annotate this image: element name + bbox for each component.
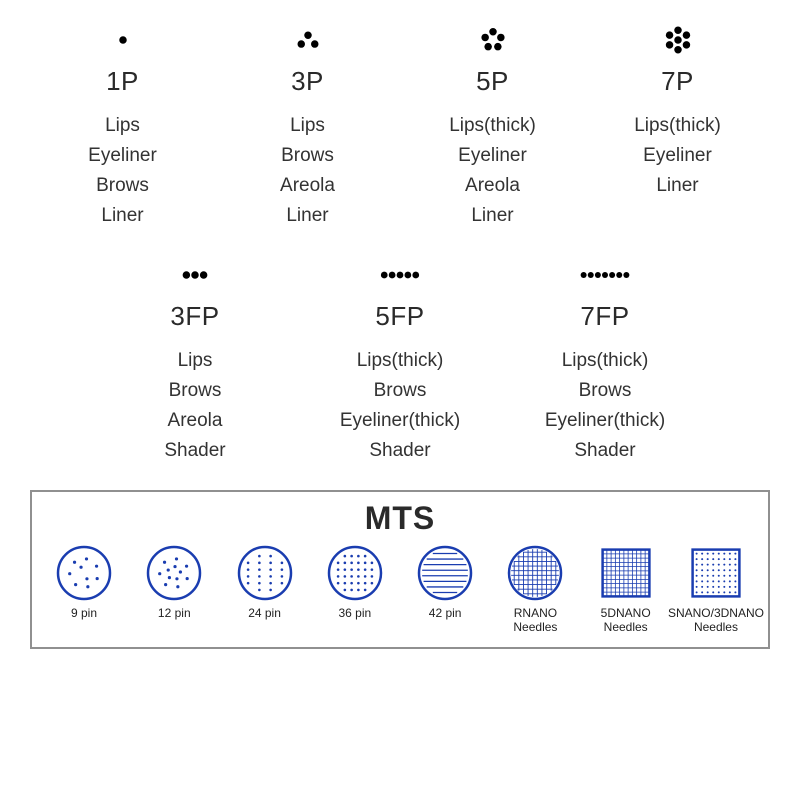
needle-uses: Lips Brows Areola Shader	[164, 350, 225, 462]
mts-icon	[54, 543, 114, 603]
mts-label: 24 pin	[248, 607, 281, 621]
needle-card: 3FP Lips Brows Areola Shader	[115, 255, 275, 462]
mts-item: 24 pin	[223, 543, 307, 621]
needle-use: Brows	[96, 175, 149, 197]
needle-card: 7P Lips(thick) Eyeliner Liner	[598, 20, 758, 227]
needle-use: Areola	[168, 410, 223, 432]
mts-label: SNANO/3DNANONeedles	[668, 607, 764, 635]
mts-label: 5DNANONeedles	[601, 607, 651, 635]
mts-icon	[686, 543, 746, 603]
mts-row: 9 pin 12 pin 24 pin 36 pin 42 pin RNANONeedle…	[40, 543, 760, 635]
needle-dot-icon	[278, 20, 338, 60]
needle-card: 5FP Lips(thick) Brows Eyeliner(thick) Shader	[320, 255, 480, 462]
mts-icon	[235, 543, 295, 603]
needle-use: Areola	[465, 175, 520, 197]
needle-uses: Lips(thick) Brows Eyeliner(thick) Shader	[340, 350, 460, 462]
needle-use: Brows	[579, 380, 632, 402]
mts-label: 36 pin	[338, 607, 371, 621]
needle-dot-icon	[370, 255, 430, 295]
mts-icon	[596, 543, 656, 603]
needle-dot-icon	[463, 20, 523, 60]
needle-use: Eyeliner(thick)	[545, 410, 665, 432]
needle-card: 1P Lips Eyeliner Brows Liner	[43, 20, 203, 227]
mts-icon	[505, 543, 565, 603]
mts-icon	[144, 543, 204, 603]
mts-label: 12 pin	[158, 607, 191, 621]
needle-use: Brows	[281, 145, 334, 167]
mts-box: MTS 9 pin 12 pin 24 pin 36 pin 42 pin RNANONe…	[30, 490, 770, 649]
needle-use: Liner	[656, 175, 698, 197]
mts-label: 42 pin	[429, 607, 462, 621]
mts-label: RNANONeedles	[513, 607, 557, 635]
needle-label: 3FP	[170, 301, 219, 332]
mts-icon	[325, 543, 385, 603]
needle-dot-icon	[165, 255, 225, 295]
needle-use: Liner	[286, 205, 328, 227]
needle-uses: Lips(thick) Eyeliner Areola Liner	[449, 115, 536, 227]
needle-card: 5P Lips(thick) Eyeliner Areola Liner	[413, 20, 573, 227]
needle-dot-icon	[575, 255, 635, 295]
needle-use: Eyeliner	[458, 145, 527, 167]
needle-use: Liner	[471, 205, 513, 227]
needle-uses: Lips Brows Areola Liner	[280, 115, 335, 227]
needle-use: Shader	[574, 440, 635, 462]
mts-item: 36 pin	[313, 543, 397, 621]
mts-item: SNANO/3DNANONeedles	[674, 543, 758, 635]
needle-card: 7FP Lips(thick) Brows Eyeliner(thick) Shader	[525, 255, 685, 462]
needle-use: Lips(thick)	[634, 115, 721, 137]
mts-icon	[415, 543, 475, 603]
needle-use: Lips(thick)	[449, 115, 536, 137]
mts-item: 12 pin	[132, 543, 216, 621]
needle-use: Lips(thick)	[357, 350, 444, 372]
needle-label: 7P	[661, 66, 694, 97]
needle-row-1: 1P Lips Eyeliner Brows Liner 3P Lips Brows Areol…	[30, 20, 770, 227]
needle-card: 3P Lips Brows Areola Liner	[228, 20, 388, 227]
needle-label: 1P	[106, 66, 139, 97]
needle-use: Eyeliner	[643, 145, 712, 167]
needle-uses: Lips(thick) Brows Eyeliner(thick) Shader	[545, 350, 665, 462]
mts-item: RNANONeedles	[493, 543, 577, 635]
needle-label: 7FP	[580, 301, 629, 332]
needle-dot-icon	[93, 20, 153, 60]
needle-use: Lips	[178, 350, 213, 372]
mts-item: 9 pin	[42, 543, 126, 621]
needle-use: Lips(thick)	[562, 350, 649, 372]
mts-label: 9 pin	[71, 607, 97, 621]
needle-use: Eyeliner(thick)	[340, 410, 460, 432]
needle-use: Shader	[164, 440, 225, 462]
needle-use: Areola	[280, 175, 335, 197]
needle-uses: Lips Eyeliner Brows Liner	[88, 115, 157, 227]
needle-use: Liner	[101, 205, 143, 227]
needle-label: 3P	[291, 66, 324, 97]
needle-row-2: 3FP Lips Brows Areola Shader 5FP Lips(thick) Br…	[30, 255, 770, 462]
needle-use: Eyeliner	[88, 145, 157, 167]
needle-use: Lips	[290, 115, 325, 137]
needle-use: Brows	[169, 380, 222, 402]
needle-label: 5FP	[375, 301, 424, 332]
mts-item: 5DNANONeedles	[584, 543, 668, 635]
mts-item: 42 pin	[403, 543, 487, 621]
mts-title: MTS	[40, 500, 760, 537]
needle-label: 5P	[476, 66, 509, 97]
needle-use: Shader	[369, 440, 430, 462]
needle-dot-icon	[648, 20, 708, 60]
needle-use: Lips	[105, 115, 140, 137]
needle-uses: Lips(thick) Eyeliner Liner	[634, 115, 721, 197]
needle-use: Brows	[374, 380, 427, 402]
